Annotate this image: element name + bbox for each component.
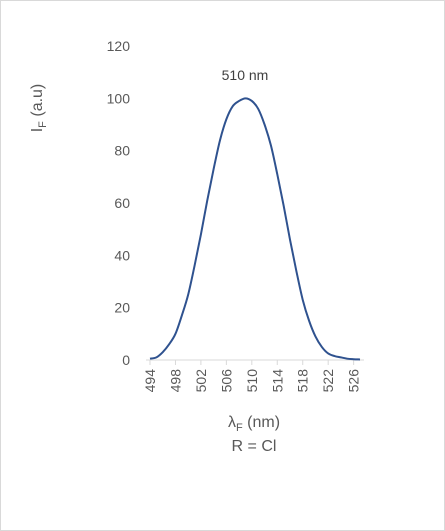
y-tick-label: 80 — [114, 143, 130, 159]
x-tick-label: 518 — [295, 369, 311, 393]
y-axis-ticks: 0 20 40 60 80 100 120 — [107, 38, 131, 368]
y-tick-label: 0 — [122, 352, 130, 368]
x-tick-label: 498 — [167, 369, 183, 393]
y-axis-title-sub: F — [37, 121, 49, 128]
y-tick-label: 20 — [114, 300, 130, 316]
x-axis-title: λF (nm) — [228, 414, 280, 434]
x-axis-title-main: λ — [228, 414, 236, 431]
x-tick-label: 502 — [193, 369, 209, 393]
x-axis-title-sub: F — [236, 422, 243, 434]
y-axis-title: IF (a.u) — [29, 84, 49, 133]
peak-annotation: 510 nm — [222, 67, 269, 83]
x-tick-label: 522 — [320, 369, 336, 393]
y-tick-label: 40 — [114, 247, 130, 263]
y-tick-label: 100 — [107, 90, 131, 106]
x-tick-label: 506 — [218, 369, 234, 393]
y-tick-label: 120 — [107, 38, 131, 54]
x-tick-label: 494 — [142, 369, 158, 393]
x-axis-ticks: 494 498 502 506 510 514 518 522 526 — [142, 360, 362, 392]
x-tick-label: 526 — [346, 369, 362, 393]
y-axis-title-rest: (a.u) — [29, 84, 46, 121]
y-tick-label: 60 — [114, 195, 130, 211]
x-tick-label: 514 — [269, 369, 285, 393]
y-axis-title-main: I — [29, 128, 46, 132]
chart-subtitle: R = Cl — [232, 438, 277, 455]
spectrum-line — [149, 97, 361, 361]
x-axis-title-rest: (nm) — [243, 414, 280, 431]
x-tick-label: 510 — [244, 369, 260, 393]
